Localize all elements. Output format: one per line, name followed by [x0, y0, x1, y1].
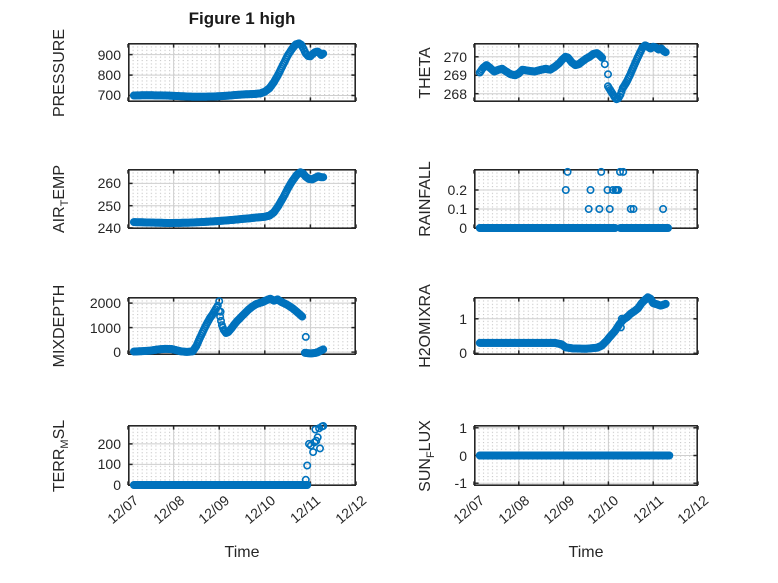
plot-area-theta: [473, 41, 699, 104]
plot-area-sunflux: [473, 425, 699, 487]
y-tick-label-terrmsl: 100: [97, 456, 121, 473]
y-tick-label-pressure: 700: [97, 87, 121, 104]
x-tick-label-12-11: 12/11: [287, 492, 324, 527]
series-pressure: [129, 39, 328, 101]
x-tick-label-12-09: 12/09: [195, 492, 233, 527]
x-tick-label-12-10: 12/10: [240, 492, 279, 527]
y-tick-label-terrmsl: 0: [113, 476, 121, 493]
plot-area-terrmsl: [127, 421, 357, 489]
plot-area-rainfall: [473, 167, 699, 232]
y-tick-label-terrmsl: 200: [97, 435, 121, 452]
y-tick-label-mixdepth: 0: [113, 344, 121, 361]
x-tick-label-12-07: 12/07: [450, 492, 488, 527]
y-axis-label-sunflux: SUNFLUX: [417, 419, 438, 492]
series-terrmsl: [129, 421, 328, 489]
y-tick-label-pressure: 800: [97, 67, 121, 84]
series-rainfall: [475, 167, 673, 232]
y-tick-label-airtemp: 260: [97, 175, 121, 192]
y-tick-label-rainfall: 0: [459, 220, 467, 237]
x-tick-label-12-12: 12/12: [332, 492, 370, 527]
y-tick-label-sunflux: 0: [459, 447, 467, 464]
plot-area-mixdepth: [127, 294, 357, 358]
y-tick-label-sunflux: -1: [454, 475, 467, 492]
series-sunflux: [475, 451, 674, 460]
x-tick-label-12-11: 12/11: [630, 492, 667, 527]
y-tick-label-pressure: 900: [97, 46, 121, 63]
x-tick-label-12-08: 12/08: [149, 492, 187, 527]
x-tick-label-12-07: 12/07: [104, 492, 142, 527]
plot-area-airtemp: [127, 168, 357, 230]
x-tick-label-12-10: 12/10: [584, 492, 622, 527]
y-tick-label-theta: 269: [443, 67, 467, 84]
y-tick-label-mixdepth: 2000: [89, 295, 121, 312]
series-theta: [475, 41, 670, 104]
y-tick-label-airtemp: 240: [97, 219, 121, 236]
plot-area-pressure: [127, 39, 357, 103]
y-tick-label-theta: 268: [443, 85, 467, 102]
series-h2omixra: [475, 293, 670, 353]
x-tick-label-12-09: 12/09: [539, 492, 577, 527]
series-airtemp: [129, 168, 328, 227]
y-tick-label-h2omixra: 1: [459, 310, 467, 327]
x-axis-label-right: Time: [568, 544, 604, 561]
y-tick-label-airtemp: 250: [97, 197, 121, 214]
figure-title: Figure 1 high: [188, 9, 296, 28]
y-tick-label-h2omixra: 0: [459, 345, 467, 362]
y-axis-label-terrmsl: TERRMSL: [51, 419, 72, 492]
x-axis-label-left: Time: [224, 544, 260, 561]
series-mixdepth: [129, 294, 328, 358]
x-tick-label-12-12: 12/12: [674, 492, 712, 527]
x-tick-label-12-08: 12/08: [494, 492, 533, 527]
y-tick-label-theta: 270: [443, 48, 467, 65]
y-tick-label-mixdepth: 1000: [89, 319, 121, 336]
y-tick-label-rainfall: 0.1: [447, 201, 467, 217]
y-tick-label-rainfall: 0.2: [447, 181, 467, 198]
y-tick-label-sunflux: 1: [459, 419, 467, 436]
plot-area-h2omixra: [473, 293, 699, 356]
